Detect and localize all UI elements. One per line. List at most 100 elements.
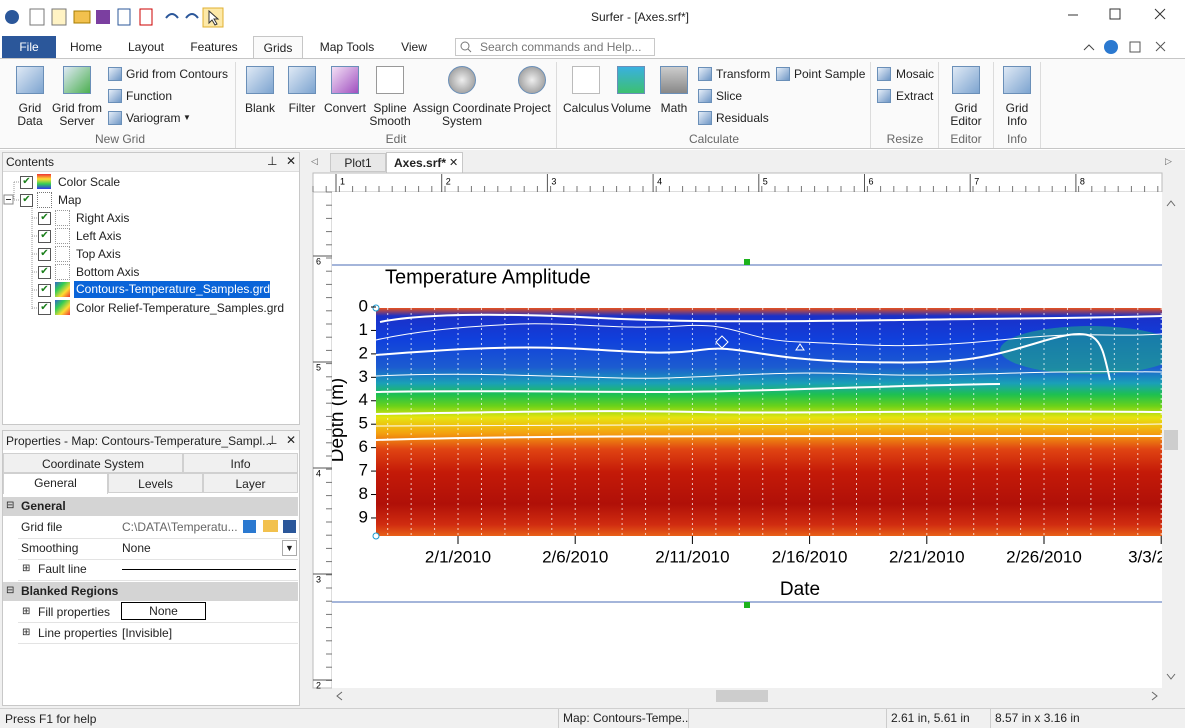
property-tab-active[interactable]: General — [3, 473, 108, 494]
ribbon-tab[interactable]: Features — [190, 40, 238, 54]
save-icon[interactable] — [96, 10, 110, 24]
tree-item[interactable]: Color Relief-Temperature_Samples.grd — [76, 301, 285, 315]
dropdown-button[interactable]: ▼ — [282, 540, 297, 556]
open-file-icon[interactable] — [263, 520, 278, 532]
filter-button[interactable]: Filter — [284, 66, 320, 115]
document-tab[interactable]: Plot1 — [330, 153, 386, 172]
transform-button[interactable]: Transform — [716, 67, 771, 81]
property-value[interactable]: None — [121, 602, 206, 620]
math-button[interactable]: Math — [656, 66, 692, 115]
axis-handle[interactable] — [372, 532, 380, 540]
convert-button[interactable]: Convert — [322, 66, 368, 115]
ribbon-tab[interactable]: Layout — [127, 40, 165, 54]
ribbon-tab[interactable]: Map Tools — [319, 40, 375, 54]
grid-editor-button[interactable]: Grid Editor — [944, 66, 988, 128]
x-tick-label: 2/1/2010 — [425, 547, 491, 566]
close-doc[interactable] — [1155, 41, 1166, 52]
checkbox[interactable]: ✔ — [38, 212, 51, 225]
tree-item[interactable]: Top Axis — [76, 247, 121, 261]
collapse-ribbon[interactable] — [1083, 44, 1095, 51]
search-box[interactable]: Search commands and Help... — [455, 38, 655, 56]
ribbon-tab[interactable]: View — [401, 40, 427, 54]
function-button[interactable]: Function — [126, 89, 173, 103]
property-tab[interactable]: Layer — [203, 473, 298, 493]
group-label: Editor — [950, 132, 982, 146]
mosaic-button[interactable]: Mosaic — [896, 67, 935, 81]
close-button[interactable] — [1154, 8, 1166, 20]
map: Temperature Amplitude Depth (m) Date 0 1 2… — [332, 259, 1162, 608]
expand-toggle[interactable]: ⊞ — [22, 627, 31, 638]
tree-item[interactable]: Left Axis — [76, 229, 122, 243]
property-value[interactable]: None — [122, 541, 151, 555]
x-axis-title: Date — [780, 579, 820, 600]
expand-toggle[interactable]: ⊞ — [22, 606, 31, 617]
checkbox[interactable]: ✔ — [38, 248, 51, 261]
print-icon[interactable] — [117, 8, 131, 26]
expand-toggle[interactable]: ⊞ — [22, 563, 31, 574]
ribbon-tab-active[interactable]: Grids — [253, 36, 303, 58]
residuals-button[interactable]: Residuals — [716, 111, 769, 125]
redo-icon[interactable] — [185, 13, 199, 19]
axis-handle[interactable] — [372, 304, 380, 312]
icon — [617, 66, 645, 94]
undo-icon[interactable] — [165, 13, 179, 19]
tree-item[interactable]: Color Scale — [58, 175, 121, 189]
tree-item[interactable]: Map — [58, 193, 82, 207]
checkbox[interactable]: ✔ — [38, 302, 51, 315]
tree-item-selected[interactable]: Contours-Temperature_Samples.grd — [74, 281, 271, 298]
property-tab[interactable]: Coordinate System — [3, 453, 183, 473]
save-file-icon[interactable] — [283, 520, 296, 533]
checkbox[interactable]: ✔ — [20, 194, 33, 207]
checkbox[interactable]: ✔ — [20, 176, 33, 189]
selection-handle[interactable] — [744, 602, 750, 608]
volume-button[interactable]: Volume — [609, 66, 653, 115]
property-value[interactable]: C:\DATA\Temperatu... — [122, 520, 238, 534]
new-worksheet-icon[interactable] — [51, 8, 67, 26]
blank-button[interactable]: Blank — [240, 66, 280, 115]
grid-from-server-button[interactable]: Grid from Server — [49, 66, 105, 128]
open-icon[interactable] — [73, 10, 91, 24]
checkbox[interactable]: ✔ — [38, 230, 51, 243]
tab-scroll-right[interactable]: ▷ — [1165, 156, 1172, 166]
file-tab[interactable]: File — [2, 36, 56, 58]
info-icon[interactable] — [243, 520, 256, 533]
close-panel-button[interactable]: ✕ — [286, 433, 297, 447]
close-doc-icon[interactable] — [139, 8, 153, 26]
selection-handle[interactable] — [744, 259, 750, 265]
collapse-toggle[interactable]: ⊟ — [6, 500, 15, 511]
spline-smooth-button[interactable]: Spline Smooth — [368, 66, 412, 128]
point-sample-button[interactable]: Point Sample — [794, 67, 866, 81]
property-tab[interactable]: Levels — [108, 473, 203, 493]
dropdown-arrow[interactable]: ▼ — [183, 113, 191, 122]
checkbox[interactable]: ✔ — [38, 284, 51, 297]
new-icon[interactable] — [29, 8, 45, 26]
close-panel-button[interactable]: ✕ — [286, 154, 297, 168]
calculus-button[interactable]: Calculus — [561, 66, 611, 115]
grid-from-contours-button[interactable]: Grid from Contours — [126, 67, 229, 81]
property-value[interactable]: [Invisible] — [122, 626, 173, 640]
slice-button[interactable]: Slice — [716, 89, 743, 103]
help-icon[interactable] — [1104, 40, 1118, 54]
pin-button[interactable]: ⊥ — [267, 433, 278, 447]
grid-data-button[interactable]: Grid Data — [10, 66, 50, 128]
checkbox[interactable]: ✔ — [38, 266, 51, 279]
property-tab[interactable]: Info — [183, 453, 298, 473]
tab-scroll-left[interactable]: ◁ — [311, 156, 318, 166]
line-sample[interactable] — [122, 569, 296, 570]
restore-doc[interactable] — [1129, 41, 1141, 53]
project-button[interactable]: Project — [509, 66, 555, 115]
color-relief-detail — [1000, 326, 1162, 374]
tree-item[interactable]: Right Axis — [76, 211, 130, 225]
grid-info-button[interactable]: Grid Info — [997, 66, 1037, 128]
ribbon-tab[interactable]: Home — [69, 40, 102, 54]
extract-button[interactable]: Extract — [896, 89, 934, 103]
close-tab[interactable]: ✕ — [449, 157, 459, 169]
pin-button[interactable]: ⊥ — [267, 154, 278, 168]
collapse-toggle[interactable]: ⊟ — [6, 585, 15, 596]
document-tab-active[interactable]: Axes.srf* ✕ — [386, 152, 463, 173]
y-tick-label: 6 — [359, 437, 368, 456]
maximize-button[interactable] — [1109, 8, 1121, 20]
assign-coordinate-system-button[interactable]: Assign Coordinate System — [412, 66, 512, 128]
tree-item[interactable]: Bottom Axis — [76, 265, 140, 279]
variogram-button[interactable]: Variogram — [126, 111, 181, 125]
